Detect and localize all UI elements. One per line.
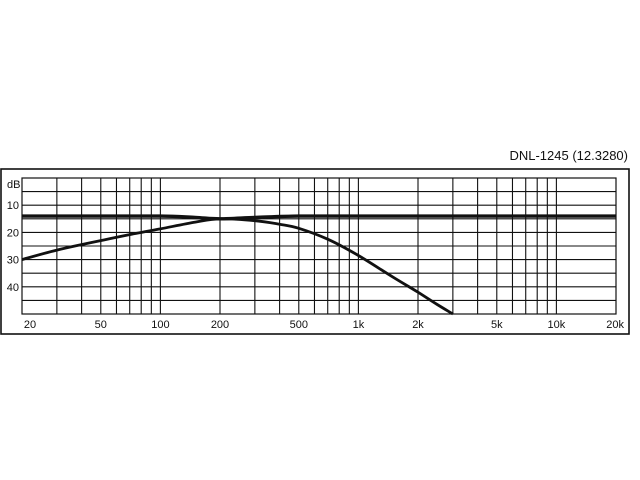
x-tick-label: 2k — [412, 319, 424, 331]
y-tick-label: 30 — [7, 255, 19, 267]
y-axis-tick-labels: 10 20 30 40 — [7, 200, 19, 294]
y-tick-label: 20 — [7, 227, 19, 239]
x-tick-label: 5k — [491, 319, 503, 331]
x-tick-label: 100 — [151, 319, 169, 331]
x-tick-label: 200 — [211, 319, 229, 331]
series-layer — [21, 214, 616, 316]
chart-title: DNL-1245 (12.3280) — [509, 148, 628, 163]
grid — [21, 177, 617, 315]
y-tick-label: 10 — [7, 200, 19, 212]
x-tick-label: 50 — [95, 319, 107, 331]
x-tick-label: 1k — [353, 319, 365, 331]
y-tick-label: 40 — [7, 282, 19, 294]
x-axis-tick-labels: 20 50 100 200 500 1k 2k 5k 10k 20k — [24, 319, 625, 331]
series-line-2 — [21, 217, 454, 316]
y-axis-label: dB — [7, 179, 20, 191]
x-tick-label: 500 — [290, 319, 308, 331]
chart-frame — [0, 168, 630, 335]
x-tick-label: 20k — [606, 319, 624, 331]
x-tick-label: 10k — [548, 319, 566, 331]
x-tick-label: 20 — [24, 319, 36, 331]
series-line-1 — [21, 214, 616, 221]
